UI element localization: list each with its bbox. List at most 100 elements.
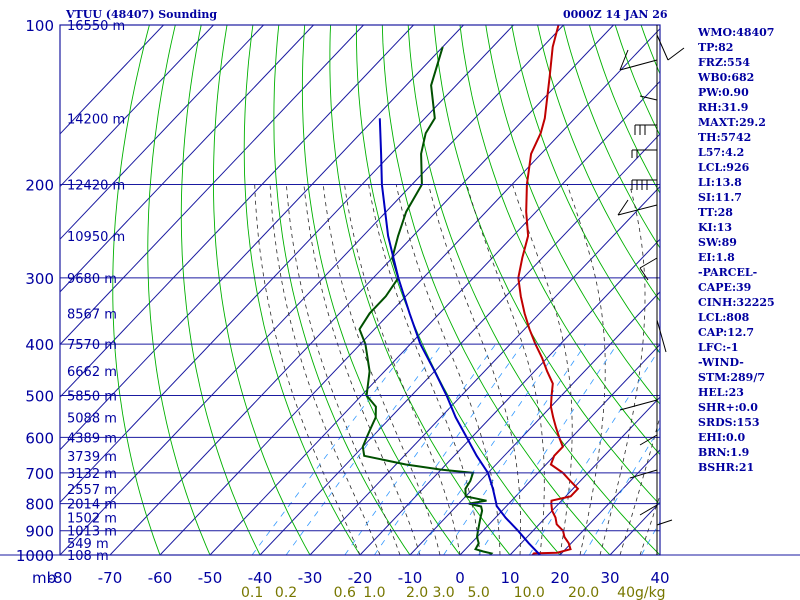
isotherm-line [60,25,464,451]
index-item: EI:1.8 [698,251,735,264]
moist-adiabat-line [395,184,501,555]
dry-adiabat-line [112,25,161,555]
dry-adiabat-line [355,25,561,555]
wind-barb [639,504,658,516]
height-label: 1502 m [67,512,117,527]
moist-adiabat-line [599,184,646,555]
temp-tick-label: 40 [650,569,669,587]
pressure-tick-label: 400 [25,336,54,354]
height-label: 549 m [67,537,109,552]
index-item: EHI:0.0 [698,431,746,444]
mixing-ratio-line [478,343,618,555]
temp-tick-label: 20 [550,569,569,587]
mixing-ratio-label: 40g/kg [617,585,665,600]
dry-adiabat-line [381,25,611,555]
pressure-tick-label: 100 [25,17,54,35]
index-item: BRN:1.9 [698,446,750,459]
moist-adiabat-line [466,184,545,555]
wind-barb [617,199,658,216]
height-label: 16550 m [67,19,125,34]
index-item: MAXT:29.2 [698,116,766,129]
isotherm-line [60,25,314,293]
isotherm-line [60,25,514,504]
moist-adiabat-line [566,184,606,555]
isotherm-line [60,25,364,346]
index-item: TP:82 [698,41,734,54]
height-label: 9680 m [67,272,117,287]
dry-adiabat-line [180,25,261,555]
moist-adiabat-line [344,184,461,555]
height-label: 7570 m [67,338,117,353]
height-label: 2014 m [67,498,117,513]
pressure-tick-label: 1000 [16,547,54,565]
isotherm-line [509,396,660,555]
wind-barb [619,399,658,411]
dry-adiabat-line [511,25,660,354]
dry-adiabat-line [485,25,660,405]
dry-adiabat-line [433,25,660,506]
index-item: LCL:808 [698,311,750,324]
index-item: LI:13.8 [698,176,742,189]
dry-adiabat-line [212,25,311,555]
wind-barb [634,124,657,135]
moist-adiabat-line [286,184,401,555]
index-item: BSHR:21 [698,461,755,474]
temperature-trace [517,25,580,555]
pressure-tick-label: 900 [25,523,54,541]
index-item: SI:11.7 [698,191,742,204]
isotherm-line [60,25,564,555]
wind-barb [639,434,658,446]
pressure-tick-label: 500 [25,387,54,405]
pressure-tick-label: 800 [25,496,54,514]
dry-adiabat-line [407,25,660,555]
index-item: RH:31.9 [698,101,749,114]
index-item: KI:13 [698,221,733,234]
dry-adiabat-line [301,25,461,555]
index-item: LCL:926 [698,161,750,174]
isotherm-line [359,238,660,555]
mixing-ratio-label: 5.0 [467,585,489,600]
index-item: -PARCEL- [698,266,758,279]
dry-adiabat-line [563,25,660,249]
isotherm-line [159,27,660,555]
height-label: 14200 m [67,112,125,127]
wind-barb [629,469,658,479]
index-item: -WIND- [698,356,744,369]
index-item: SW:89 [698,236,737,249]
temp-tick-label: -60 [148,569,173,587]
dry-adiabat-line [771,25,800,555]
moist-adiabat-line [639,494,660,555]
index-item: CAPE:39 [698,281,752,294]
index-item: TH:5742 [698,131,752,144]
moist-adiabat-line [322,184,441,555]
mixing-ratio-label: 0.6 [334,585,356,600]
temp-tick-label: -40 [248,569,273,587]
indices-panel: WMO:48407 TP:82 FRZ:554 WB0:682 PW:0.90 RH:31… [698,25,775,475]
dry-adiabat-line [796,25,800,555]
dry-adiabat-line [243,25,361,555]
index-item: LFC:-1 [698,341,739,354]
dry-adiabat-line [459,25,660,456]
dewpoint-trace [358,46,494,555]
height-label: 3739 m [67,450,117,465]
index-item: PW:0.90 [698,86,749,99]
moist-adiabat-line [254,184,361,555]
mixing-ratio-label: 2.0 [406,585,428,600]
parcel-trace [378,118,541,555]
height-label: 5088 m [67,411,117,426]
isotherm-line [559,449,660,555]
temp-tick-label: -70 [98,569,123,587]
index-item: CAP:12.7 [698,326,755,339]
dry-adiabat-line [588,25,660,195]
mixing-ratio-label: 0.1 [241,585,263,600]
height-label: 1013 m [67,525,117,540]
pressure-tick-label: 700 [25,465,54,483]
mixing-ratio-line [583,426,660,555]
dry-adiabat-line [273,25,411,555]
height-label: 5850 m [67,389,117,404]
index-item: WMO:48407 [698,26,775,39]
mixing-ratio-label: 0.2 [275,585,297,600]
mixing-ratio-line [374,343,524,555]
mixing-ratio-label: 20.0 [568,585,599,600]
